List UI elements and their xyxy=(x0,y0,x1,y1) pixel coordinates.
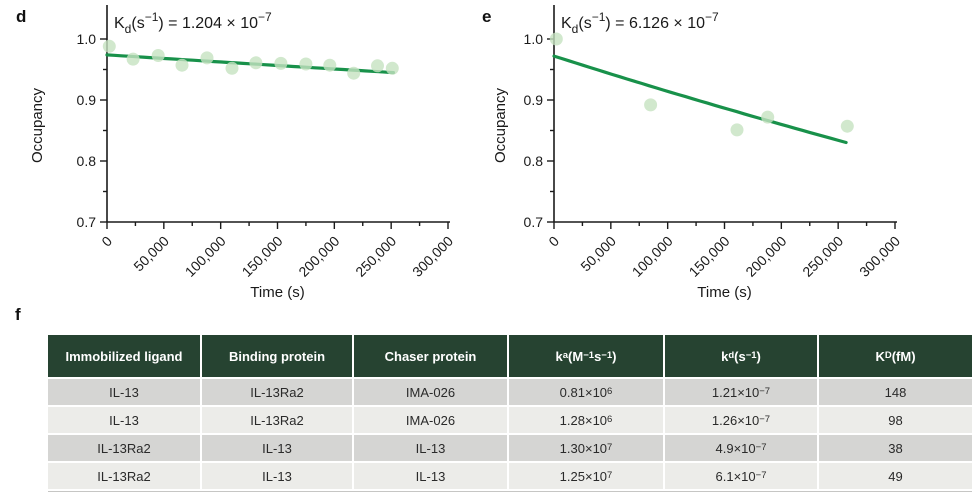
table-cell: IL-13Ra2 xyxy=(48,463,200,489)
x-tick-label: 200,000 xyxy=(295,233,342,280)
occupancy-chart-d: 0.7 0.8 0.9 1.0 0 50,000 100,000 150,000 200,000… xyxy=(29,5,457,301)
fit-line xyxy=(552,54,848,145)
y-tick-label: 0.7 xyxy=(77,214,97,230)
tick-marks xyxy=(547,38,896,229)
data-point xyxy=(323,58,337,72)
x-tick-label: 300,000 xyxy=(856,233,903,280)
table-cell: IL-13 xyxy=(48,407,200,433)
table-cell: 1.28×10 6 xyxy=(509,407,663,433)
tick-labels: 0.7 0.8 0.9 1.0 0 50,000 100,000 150,000 200,000… xyxy=(77,31,457,280)
table-cell: IL-13 xyxy=(354,435,507,461)
table-header-cell: Chaser protein xyxy=(354,335,507,377)
table-cell: 1.25×10 7 xyxy=(509,463,663,489)
data-point xyxy=(200,51,214,65)
data-point xyxy=(175,58,189,72)
x-tick-label: 150,000 xyxy=(239,233,286,280)
x-tick-label: 250,000 xyxy=(352,233,399,280)
x-tick-label: 100,000 xyxy=(182,233,229,280)
data-point xyxy=(730,123,744,137)
table-cell: IL-13 xyxy=(202,435,352,461)
table-cell: 49 xyxy=(819,463,972,489)
panel-label-f: f xyxy=(15,305,21,324)
x-tick-label: 200,000 xyxy=(742,233,789,280)
data-point xyxy=(151,49,165,62)
x-axis-title: Time (s) xyxy=(250,284,304,301)
table-cell: 98 xyxy=(819,407,972,433)
y-axis-title: Occupancy xyxy=(29,87,46,163)
table-header-cell: Binding protein xyxy=(202,335,352,377)
axes xyxy=(106,5,450,223)
axes xyxy=(553,5,897,223)
y-tick-label: 1.0 xyxy=(77,31,97,47)
x-tick-label: 50,000 xyxy=(130,233,172,275)
x-tick-label: 150,000 xyxy=(686,233,733,280)
data-point xyxy=(102,39,116,53)
table-bottom-border xyxy=(48,491,972,492)
table-cell: 4.9×10 −7 xyxy=(665,435,817,461)
occupancy-chart-e: 0.7 0.8 0.9 1.0 0 50,000 100,000 150,000 200,000… xyxy=(492,5,904,301)
data-point xyxy=(549,32,563,46)
data-point xyxy=(249,56,263,70)
data-point xyxy=(347,66,361,80)
table-cell: IL-13Ra2 xyxy=(202,407,352,433)
table-cell: IL-13Ra2 xyxy=(48,435,200,461)
table-cell: IMA-026 xyxy=(354,379,507,405)
table-cell: IL-13 xyxy=(354,463,507,489)
data-point xyxy=(761,110,775,124)
data-point xyxy=(644,98,658,112)
data-point xyxy=(126,52,140,66)
kinetics-table: Immobilized ligand Binding protein Chaser … xyxy=(48,335,972,492)
table-cell: 1.26×10 −7 xyxy=(665,407,817,433)
data-points xyxy=(549,32,854,137)
table-cell: 6.1×10 −7 xyxy=(665,463,817,489)
x-tick-label: 50,000 xyxy=(577,233,619,275)
x-tick-label: 100,000 xyxy=(629,233,676,280)
table-cell: 1.30×10 7 xyxy=(509,435,663,461)
y-tick-label: 0.8 xyxy=(524,153,544,169)
tick-labels: 0.7 0.8 0.9 1.0 0 50,000 100,000 150,000 200,000… xyxy=(524,31,904,280)
y-tick-label: 1.0 xyxy=(524,31,544,47)
x-axis-title: Time (s) xyxy=(697,284,751,301)
data-point xyxy=(274,56,288,70)
data-point xyxy=(299,57,313,71)
table-cell: IL-13 xyxy=(48,379,200,405)
tick-marks xyxy=(100,38,449,229)
y-tick-label: 0.9 xyxy=(524,92,544,108)
panel-label-e: e xyxy=(482,7,492,26)
data-point xyxy=(225,61,239,75)
table-cell: IMA-026 xyxy=(354,407,507,433)
y-tick-label: 0.9 xyxy=(77,92,97,108)
data-points xyxy=(102,39,399,80)
y-tick-label: 0.7 xyxy=(524,214,544,230)
x-tick-label: 250,000 xyxy=(799,233,846,280)
x-tick-label: 0 xyxy=(98,233,115,250)
table-header-cell: Immobilized ligand xyxy=(48,335,200,377)
table-cell: 148 xyxy=(819,379,972,405)
table-cell: 1.21×10 −7 xyxy=(665,379,817,405)
kd-annotation: Kd(s−1) = 6.126 × 10−7 xyxy=(561,10,719,36)
table-cell: 38 xyxy=(819,435,972,461)
x-tick-label: 0 xyxy=(545,233,562,250)
table-cell: 0.81×10 6 xyxy=(509,379,663,405)
y-axis-title: Occupancy xyxy=(492,87,509,163)
data-point xyxy=(371,59,384,73)
kd-annotation: Kd(s−1) = 1.204 × 10−7 xyxy=(114,10,272,36)
data-point xyxy=(840,119,854,133)
table-cell: IL-13Ra2 xyxy=(202,379,352,405)
y-tick-label: 0.8 xyxy=(77,153,97,169)
panel-label-d: d xyxy=(16,7,27,26)
table-cell: IL-13 xyxy=(202,463,352,489)
data-point xyxy=(385,61,399,75)
